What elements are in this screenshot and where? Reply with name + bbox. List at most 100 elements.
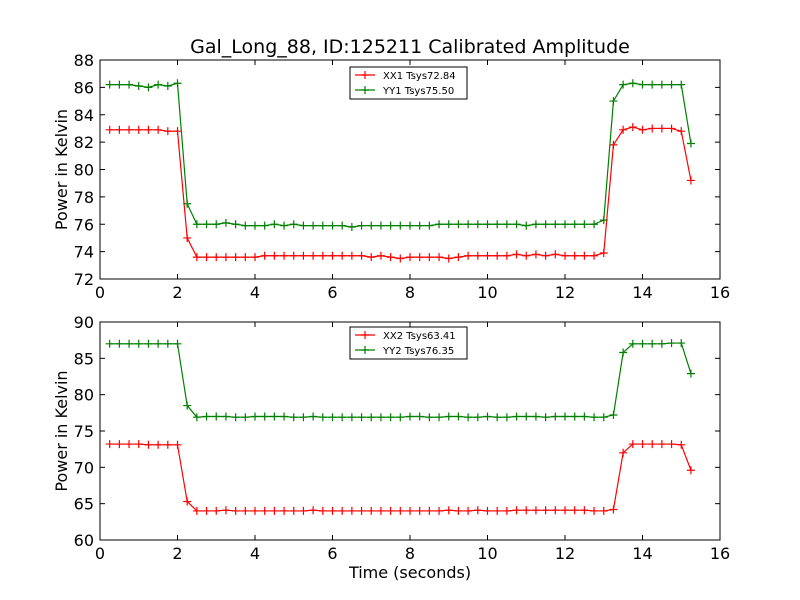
data-point-marker [444, 220, 453, 229]
data-point-marker [309, 412, 318, 421]
data-point-marker [115, 440, 124, 449]
data-point-marker [376, 221, 385, 230]
data-point-marker [686, 369, 695, 378]
data-point-marker [493, 220, 502, 229]
legend-box [349, 326, 468, 360]
data-point-marker [609, 97, 618, 106]
data-point-marker [454, 412, 463, 421]
data-point-marker [590, 506, 599, 515]
data-point-marker [619, 348, 628, 357]
x-tick-label: 10 [477, 283, 497, 302]
data-point-marker [309, 506, 318, 515]
y-tick-label: 60 [74, 531, 94, 550]
data-point-marker [183, 233, 192, 242]
data-point-marker [473, 220, 482, 229]
data-point-marker [386, 413, 395, 422]
data-point-marker [667, 339, 676, 348]
data-point-marker [541, 251, 550, 260]
data-point-marker [309, 251, 318, 260]
data-point-marker [531, 506, 540, 515]
legend-swatch-marker [361, 331, 369, 339]
data-point-marker [561, 220, 569, 229]
x-tick-label: 8 [405, 544, 415, 563]
data-point-marker [502, 220, 511, 229]
y-tick-label: 75 [74, 422, 94, 441]
data-point-marker [144, 83, 153, 92]
bottom-panel: 0 2 4 6 8 10 12 14 16 60 65 70 75 80 85 90 Power in Kelv… [52, 313, 730, 582]
data-point-marker [686, 176, 695, 185]
data-point-marker [686, 139, 695, 148]
data-point-marker [231, 253, 240, 262]
data-point-marker [376, 413, 385, 422]
data-point-marker [260, 251, 269, 260]
x-tick-label: 16 [710, 283, 730, 302]
x-tick-label: 0 [95, 283, 105, 302]
data-point-marker [115, 125, 124, 134]
data-point-marker [105, 125, 114, 134]
data-point-marker [512, 506, 521, 515]
x-tick-label: 14 [632, 283, 652, 302]
data-point-marker [454, 253, 463, 262]
data-point-marker [406, 253, 414, 262]
data-point-marker [231, 506, 240, 515]
y-tick-label: 86 [74, 78, 94, 97]
data-point-marker [338, 506, 347, 515]
data-point-marker [531, 412, 540, 421]
data-point-marker [386, 253, 395, 262]
data-point-marker [677, 127, 686, 136]
data-point-marker [619, 125, 628, 134]
data-point-marker [657, 440, 666, 449]
x-tick-label: 12 [555, 283, 575, 302]
legend: XX1 Tsys72.84 YY1 Tsys75.50 [349, 66, 468, 100]
data-point-marker [134, 339, 143, 348]
data-point-marker [638, 125, 647, 134]
data-point-marker [483, 251, 492, 260]
data-point-marker [512, 250, 521, 259]
data-point-marker [657, 80, 666, 89]
data-point-marker [231, 413, 240, 422]
x-axis-label: Time (seconds) [348, 563, 471, 582]
data-point-marker [531, 250, 540, 259]
data-point-marker [522, 506, 531, 515]
data-point-marker [464, 506, 473, 515]
data-point-marker [105, 339, 114, 348]
legend-swatch-marker [361, 86, 369, 94]
data-point-marker [280, 221, 289, 230]
data-point-marker [251, 221, 259, 230]
data-point-marker [115, 80, 124, 89]
data-point-marker [163, 127, 172, 136]
data-point-marker [221, 412, 230, 421]
data-point-marker [657, 339, 666, 348]
data-point-marker [648, 440, 657, 449]
data-point-marker [270, 506, 279, 515]
data-point-marker [338, 251, 347, 260]
data-point-marker [299, 221, 308, 230]
y-tick-label: 76 [74, 215, 94, 234]
data-point-marker [648, 80, 657, 89]
data-point-marker [192, 220, 201, 229]
data-point-marker [580, 220, 589, 229]
data-point-marker [192, 506, 201, 515]
data-point-marker [502, 251, 511, 260]
data-point-marker [221, 506, 230, 515]
data-point-marker [686, 466, 695, 475]
data-point-marker [590, 413, 599, 422]
data-point-marker [299, 413, 308, 422]
data-point-marker [367, 413, 376, 422]
y-axis-label: Power in Kelvin [52, 109, 71, 230]
data-point-marker [667, 124, 676, 133]
data-point-marker [561, 251, 569, 260]
data-point-marker [299, 506, 308, 515]
data-point-marker [473, 413, 482, 422]
data-point-marker [338, 413, 347, 422]
data-point-marker [318, 221, 327, 230]
data-point-marker [202, 253, 211, 262]
legend-swatch-marker [361, 346, 369, 354]
data-point-marker [590, 220, 599, 229]
data-point-marker [280, 412, 289, 421]
data-point-marker [260, 412, 269, 421]
data-point-marker [541, 506, 550, 515]
data-point-marker [134, 82, 143, 91]
y-tick-label: 90 [74, 313, 94, 332]
data-point-marker [289, 413, 298, 422]
